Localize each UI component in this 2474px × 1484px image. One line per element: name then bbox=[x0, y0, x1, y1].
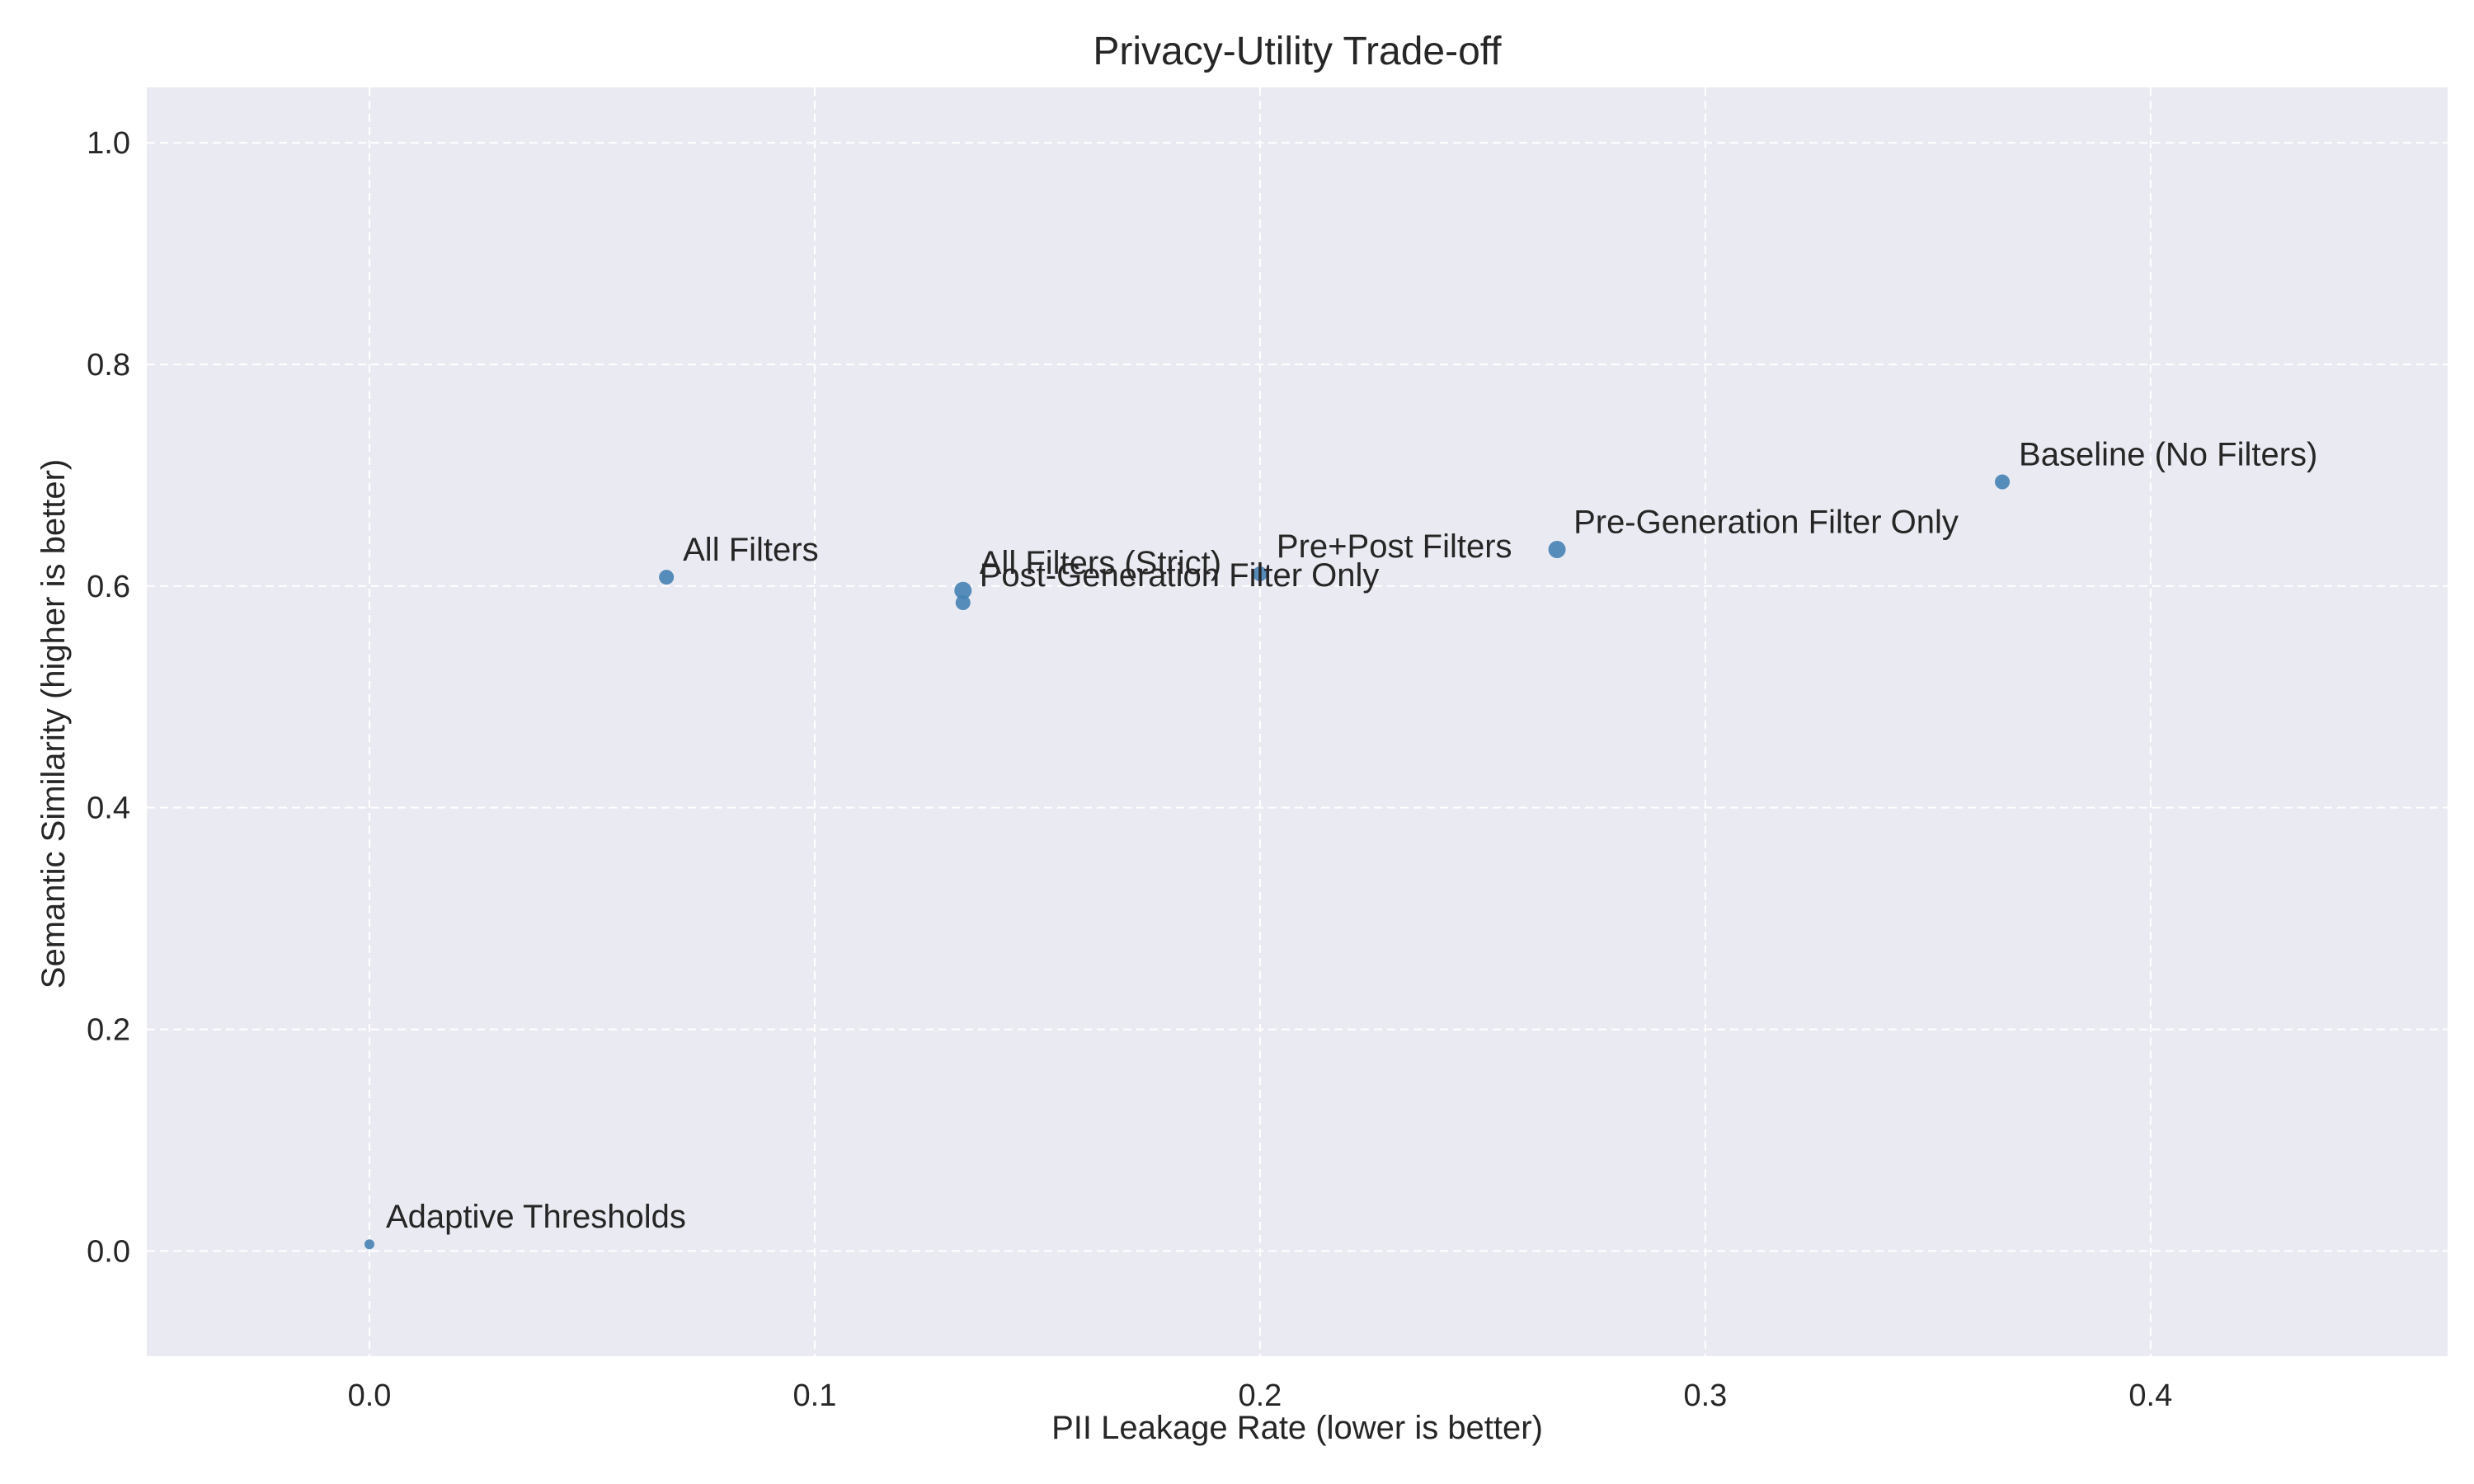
y-tick-label: 0.2 bbox=[87, 1012, 130, 1047]
point-label: Pre-Generation Filter Only bbox=[1573, 504, 1959, 540]
point-label: Post-Generation Filter Only bbox=[980, 557, 1380, 594]
x-tick-label: 0.3 bbox=[1683, 1378, 1727, 1413]
tick-labels: 0.0 0.1 0.2 0.3 0.4 0.0 0.2 0.4 0.6 0.8 1.0 bbox=[87, 126, 2172, 1413]
y-tick-label: 0.6 bbox=[87, 570, 130, 604]
y-tick-label: 0.0 bbox=[87, 1234, 130, 1269]
data-point bbox=[1995, 474, 2011, 490]
y-tick-label: 0.4 bbox=[87, 791, 130, 826]
y-tick-label: 0.8 bbox=[87, 348, 130, 383]
data-point bbox=[659, 570, 675, 585]
x-tick-label: 0.2 bbox=[1238, 1378, 1282, 1413]
x-tick-label: 0.0 bbox=[348, 1378, 392, 1413]
data-point bbox=[364, 1239, 374, 1250]
data-point bbox=[1548, 540, 1566, 558]
x-tick-label: 0.1 bbox=[793, 1378, 837, 1413]
point-label: All Filters (Strict) bbox=[980, 545, 1221, 581]
data-points bbox=[364, 474, 2011, 1250]
plot-area bbox=[147, 87, 2448, 1356]
point-label: Baseline (No Filters) bbox=[2019, 437, 2317, 473]
x-tick-label: 0.4 bbox=[2128, 1378, 2172, 1413]
data-point bbox=[954, 581, 972, 599]
x-axis-label: PII Leakage Rate (lower is better) bbox=[1051, 1410, 1543, 1446]
point-label: Adaptive Thresholds bbox=[386, 1199, 686, 1235]
data-point bbox=[1252, 566, 1268, 582]
point-label: Pre+Post Filters bbox=[1277, 528, 1512, 565]
chart-title: Privacy-Utility Trade-off bbox=[1093, 30, 1502, 73]
grid bbox=[147, 87, 2448, 1356]
y-tick-label: 1.0 bbox=[87, 126, 130, 161]
y-axis-label: Semantic Similarity (higher is better) bbox=[35, 459, 72, 989]
point-labels: Adaptive Thresholds All Filters All Filter… bbox=[386, 437, 2317, 1236]
point-label: All Filters bbox=[683, 532, 818, 568]
data-point bbox=[955, 595, 971, 611]
